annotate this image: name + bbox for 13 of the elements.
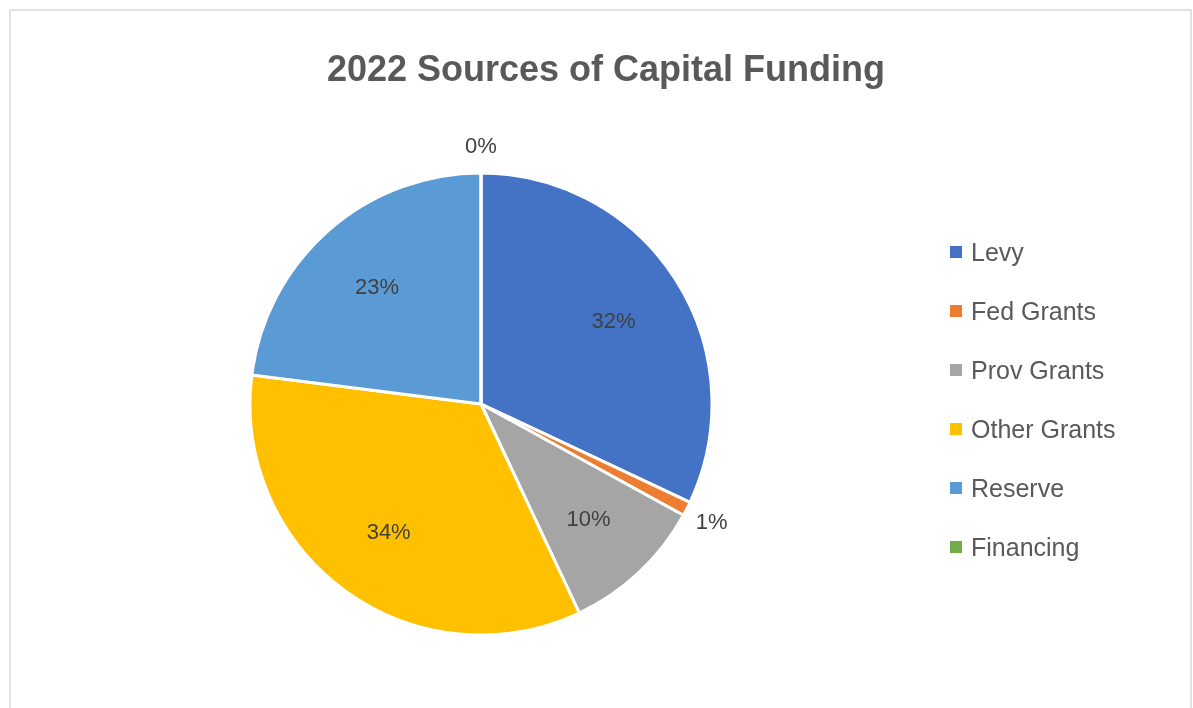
chart-title: 2022 Sources of Capital Funding (326, 47, 886, 89)
data-label: 32% (591, 307, 636, 333)
data-label: 1% (695, 509, 728, 535)
text: 0% (465, 132, 497, 158)
legend-label: Reserve (971, 473, 1065, 502)
data-label: 23% (355, 273, 400, 299)
data-label: 10% (566, 506, 611, 532)
data-label: 34% (366, 518, 411, 544)
legend-label: Prov Grants (971, 355, 1105, 384)
legend-label: Other Grants (971, 414, 1116, 443)
legend-label: Levy (971, 237, 1025, 266)
legend-label: Fed Grants (971, 296, 1097, 325)
legend-label: Financing (971, 532, 1080, 561)
